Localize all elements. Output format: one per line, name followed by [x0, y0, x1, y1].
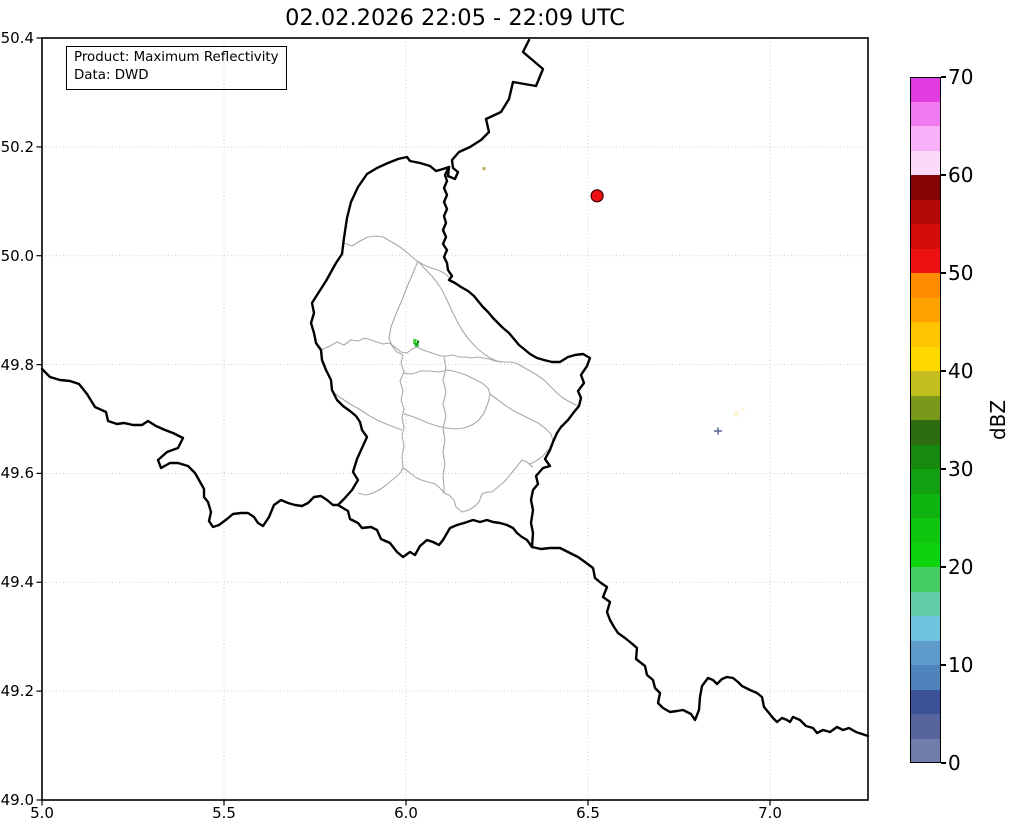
- colorbar-band: [910, 371, 941, 396]
- x-tick-label: 5.0: [30, 804, 54, 822]
- data-source-line: Data: DWD: [74, 67, 149, 83]
- x-tick-label: 5.5: [212, 804, 236, 822]
- colorbar-band: [910, 493, 941, 518]
- colorbar-band: [910, 420, 941, 445]
- colorbar-band: [910, 395, 941, 420]
- colorbar-tick-label: 30: [948, 457, 974, 481]
- colorbar-band: [910, 469, 941, 494]
- colorbar-tick: [941, 174, 946, 176]
- y-tick-label: 49.8: [0, 355, 34, 374]
- axis-tick-marks: [36, 37, 771, 806]
- colorbar-tick-label: 50: [948, 261, 974, 285]
- radar-echo-cluster: [417, 340, 420, 343]
- colorbar-tick: [941, 370, 946, 372]
- colorbar-band: [910, 150, 941, 175]
- y-tick-label: 50.0: [0, 246, 34, 265]
- border-france-germany: [530, 545, 870, 738]
- colorbar-band: [910, 714, 941, 739]
- radar-echo-strong: [590, 189, 604, 203]
- colorbar: [910, 77, 941, 763]
- colorbar-band: [910, 273, 941, 298]
- colorbar-tick-label: 70: [948, 65, 974, 89]
- y-tick-label: 50.4: [0, 29, 34, 47]
- colorbar-band: [910, 640, 941, 665]
- y-tick-label: 50.2: [0, 137, 34, 156]
- colorbar-band: [910, 297, 941, 322]
- x-tick-label: 6.0: [394, 804, 418, 822]
- colorbar-tick-label: 20: [948, 555, 974, 579]
- y-tick-label: 49.4: [0, 573, 34, 592]
- colorbar-band: [910, 518, 941, 543]
- radar-echo-markers: [413, 167, 746, 435]
- colorbar-tick: [941, 76, 946, 78]
- axes-spine: [41, 37, 869, 801]
- border-luxembourg: [309, 155, 592, 559]
- y-tick-label: 49.2: [0, 682, 34, 701]
- colorbar-tick-label: 40: [948, 359, 974, 383]
- colorbar-tick-label: 0: [948, 751, 961, 775]
- colorbar-band: [910, 542, 941, 567]
- colorbar-band: [910, 77, 941, 102]
- radar-echo-cluster: [414, 342, 419, 347]
- colorbar-band: [910, 199, 941, 224]
- colorbar-band: [910, 738, 941, 763]
- canton-borders: [320, 235, 581, 513]
- colorbar-band: [910, 248, 941, 273]
- y-tick-label: 49.6: [0, 464, 34, 483]
- gridlines: [42, 38, 868, 800]
- colorbar-band: [910, 665, 941, 690]
- colorbar-tick: [941, 664, 946, 666]
- radar-echo-faint: [732, 410, 740, 417]
- colorbar-band: [910, 101, 941, 126]
- product-info-box: Product: Maximum Reflectivity Data: DWD: [66, 46, 287, 90]
- x-tick-label: 7.0: [758, 804, 782, 822]
- y-tick-label: 49.0: [0, 791, 34, 809]
- colorbar-band: [910, 175, 941, 200]
- product-line: Product: Maximum Reflectivity: [74, 50, 279, 65]
- colorbar-band: [910, 224, 941, 249]
- colorbar-band: [910, 322, 941, 347]
- colorbar-tick: [941, 468, 946, 470]
- country-borders: [40, 38, 870, 738]
- colorbar-tick: [941, 762, 946, 764]
- colorbar-band: [910, 126, 941, 151]
- colorbar-band: [910, 591, 941, 616]
- colorbar-unit-label: dBZ: [986, 399, 1010, 441]
- radar-echo-small: [482, 167, 486, 171]
- colorbar-tick: [941, 272, 946, 274]
- colorbar-tick-label: 60: [948, 163, 974, 187]
- colorbar-tick: [941, 566, 946, 568]
- colorbar-band: [910, 567, 941, 592]
- border-france-belgium: [40, 367, 340, 529]
- colorbar-band: [910, 689, 941, 714]
- border-belgium-germany: [446, 38, 545, 181]
- radar-echo-cluster: [413, 338, 417, 344]
- colorbar-band: [910, 616, 941, 641]
- radar-echo-faint: [740, 407, 746, 412]
- colorbar-tick-label: 10: [948, 653, 974, 677]
- colorbar-band: [910, 346, 941, 371]
- colorbar-band: [910, 444, 941, 469]
- plot-title: 02.02.2026 22:05 - 22:09 UTC: [285, 5, 625, 31]
- x-tick-label: 6.5: [576, 804, 600, 822]
